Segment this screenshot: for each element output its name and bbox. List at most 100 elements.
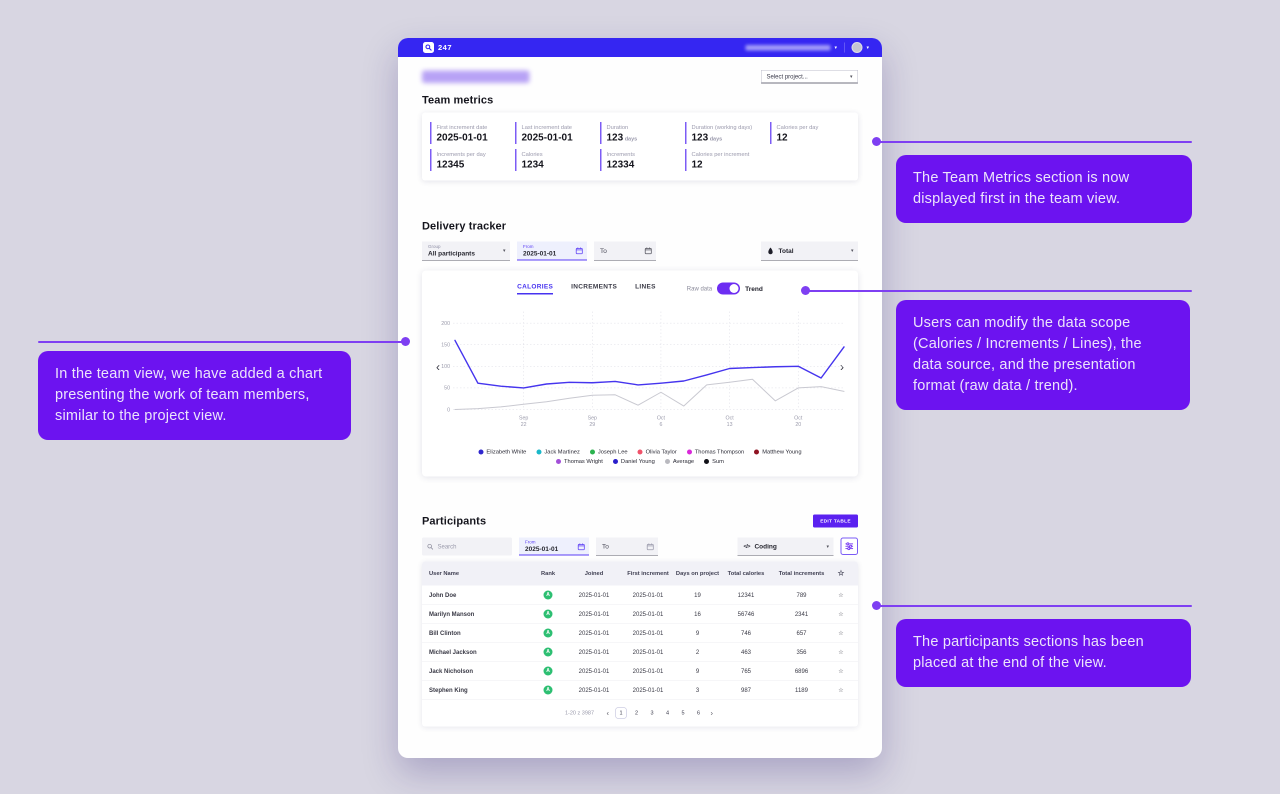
select-project-dropdown[interactable]: Select project... ▾ [761, 70, 858, 84]
legend-item-average[interactable]: Average [664, 459, 694, 465]
metric-value: 12 [691, 159, 703, 170]
connector-line-chart-controls [807, 290, 1192, 292]
group-select-value: All participants [428, 249, 475, 258]
tab-calories[interactable]: CALORIES [517, 283, 554, 295]
legend-item-matthew-young[interactable]: Matthew Young [754, 449, 802, 455]
favorite-star-icon[interactable]: ☆ [838, 648, 844, 656]
search-input[interactable] [437, 543, 507, 550]
participants-title: Participants [422, 514, 487, 528]
metric-type-select[interactable]: </> Coding ▾ [737, 537, 834, 556]
pagination-page-2[interactable]: 2 [634, 710, 639, 716]
delivery-tracker-filters: Group All participants ▾ From 2025-01-01… [422, 241, 858, 261]
pagination-page-5[interactable]: 5 [681, 710, 685, 716]
participants-date-from-field[interactable]: From 2025-01-01 [519, 537, 589, 556]
pagination-page-4[interactable]: 4 [665, 710, 670, 716]
pagination-pages: 1 2 3 4 5 6 [615, 707, 705, 719]
legend-item-jack-martinez[interactable]: Jack Martinez [536, 449, 580, 455]
data-source-select[interactable]: Total ▾ [761, 241, 858, 261]
table-row[interactable]: John Doe A 2025-01-01 2025-01-01 19 12341 789 ☆ [422, 585, 858, 605]
table-row[interactable]: Bill Clinton A 2025-01-01 2025-01-01 9 746 657… [422, 623, 858, 643]
account-menu[interactable]: ▾ [851, 42, 869, 53]
team-metrics-title: Team metrics [422, 93, 494, 107]
svg-text:6: 6 [659, 422, 662, 428]
table-header-c6: Total increments [778, 570, 825, 577]
logo-search-icon [423, 42, 434, 53]
legend-item-thomas-thompson[interactable]: Thomas Thompson [686, 449, 745, 455]
legend-dot [536, 449, 542, 455]
pagination: 1-20 z 3987 ‹ 1 2 3 4 5 6 › [422, 707, 858, 726]
legend-dot [637, 449, 643, 455]
favorite-star-icon[interactable]: ☆ [838, 667, 844, 675]
legend-item-sum[interactable]: Sum [704, 459, 724, 465]
table-row[interactable]: Jack Nicholson A 2025-01-01 2025-01-01 9 765 6… [422, 661, 858, 681]
tab-increments[interactable]: INCREMENTS [571, 282, 618, 291]
date-from-field[interactable]: From 2025-01-01 [517, 241, 587, 261]
days-on-project-cell: 19 [694, 591, 701, 599]
pagination-next-button[interactable]: › [710, 708, 714, 718]
group-select[interactable]: Group All participants ▾ [422, 241, 510, 261]
chart-next-button[interactable]: › [840, 360, 844, 374]
trend-label: Trend [745, 284, 763, 293]
legend-label: Thomas Thompson [694, 449, 745, 455]
table-row[interactable]: Michael Jackson A 2025-01-01 2025-01-01 2 463… [422, 642, 858, 662]
favorite-star-icon[interactable]: ☆ [838, 629, 844, 637]
first-increment-cell: 2025-01-01 [632, 610, 664, 618]
pagination-page-3[interactable]: 3 [650, 710, 654, 716]
pagination-page-6[interactable]: 6 [696, 710, 701, 716]
metric-value: 123 days [606, 132, 638, 143]
avatar [851, 42, 863, 53]
table-header-c5: Total calories [727, 570, 765, 577]
favorite-star-icon[interactable]: ☆ [838, 591, 844, 599]
favorite-star-icon[interactable]: ☆ [838, 610, 844, 618]
legend-label: Olivia Taylor [645, 449, 677, 455]
rank-badge: A [543, 628, 553, 638]
caret-down-icon: ▾ [866, 44, 869, 51]
page-title-row: Select project... ▾ [422, 70, 858, 84]
calendar-icon [577, 543, 586, 551]
code-icon: </> [743, 543, 751, 550]
pagination-page-1[interactable]: 1 [615, 707, 627, 719]
chart-prev-button[interactable]: ‹ [436, 360, 440, 374]
svg-text:Oct: Oct [794, 416, 803, 422]
favorite-star-icon[interactable]: ☆ [838, 686, 844, 694]
joined-cell: 2025-01-01 [578, 629, 610, 637]
column-settings-button[interactable] [840, 537, 858, 555]
total-calories-cell: 746 [740, 629, 752, 637]
legend-item-elizabeth-white[interactable]: Elizabeth White [478, 449, 526, 455]
metric-label: Calories [521, 151, 543, 158]
legend-item-daniel-young[interactable]: Daniel Young [612, 459, 655, 465]
date-from-label: From [523, 243, 534, 249]
legend-item-joseph-lee[interactable]: Joseph Lee [589, 449, 628, 455]
page-title-redacted [422, 70, 530, 83]
legend-item-olivia-taylor[interactable]: Olivia Taylor [637, 449, 677, 455]
date-to-field[interactable]: To [594, 241, 656, 261]
metric-card: Calories per day 12 [770, 122, 850, 144]
organization-name-redacted [745, 44, 831, 51]
organization-menu[interactable]: ▾ [745, 44, 837, 51]
svg-text:29: 29 [589, 422, 595, 428]
days-on-project-cell: 2 [695, 648, 700, 656]
callout-participants-text: The participants sections has been place… [913, 634, 1144, 671]
pagination-prev-button[interactable]: ‹ [606, 708, 610, 718]
filter-spacer [663, 242, 754, 261]
days-on-project-cell: 16 [694, 610, 701, 618]
flame-icon [767, 247, 774, 255]
user-name-cell: Bill Clinton [429, 629, 461, 637]
connector-dot-chart-controls [801, 286, 810, 295]
legend-label: Thomas Wright [564, 458, 603, 465]
days-on-project-cell: 9 [695, 629, 700, 637]
rank-cell: A [529, 647, 567, 657]
table-row[interactable]: Marilyn Manson A 2025-01-01 2025-01-01 16 567… [422, 604, 858, 624]
rank-badge: A [543, 609, 553, 619]
metric-card: Increments 12334 [600, 149, 680, 171]
legend-item-thomas-wright[interactable]: Thomas Wright [556, 459, 603, 465]
legend-dot [686, 449, 692, 455]
participants-date-to-field[interactable]: To [596, 537, 658, 556]
raw-trend-toggle[interactable] [717, 282, 741, 295]
table-row[interactable]: Stephen King A 2025-01-01 2025-01-01 3 987 118… [422, 680, 858, 700]
edit-table-button[interactable]: EDIT TABLE [813, 514, 858, 528]
legend-label: Sum [712, 458, 724, 465]
metric-label: Increments [606, 151, 635, 158]
tab-lines[interactable]: LINES [635, 282, 656, 291]
callout-team-metrics-text: The Team Metrics section is now displaye… [913, 170, 1130, 207]
